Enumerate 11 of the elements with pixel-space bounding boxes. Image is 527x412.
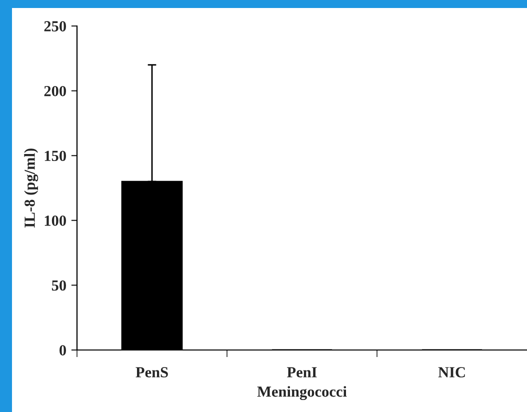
y-axis-title: IL-8 (pg/ml) [24, 148, 38, 228]
x-tick-label: PenS [136, 367, 168, 378]
y-tick-label: 0 [60, 345, 66, 356]
y-tick-label: 150 [44, 150, 66, 162]
x-axis-title: Meningococci [257, 386, 347, 400]
x-tick-label: NIC [438, 367, 465, 378]
y-tick-label: 250 [44, 21, 66, 32]
y-tick-label: 200 [44, 86, 66, 96]
y-tick-label: 50 [52, 280, 66, 291]
y-tick-label: 100 [44, 216, 66, 226]
x-tick-label: PenI [286, 367, 317, 378]
